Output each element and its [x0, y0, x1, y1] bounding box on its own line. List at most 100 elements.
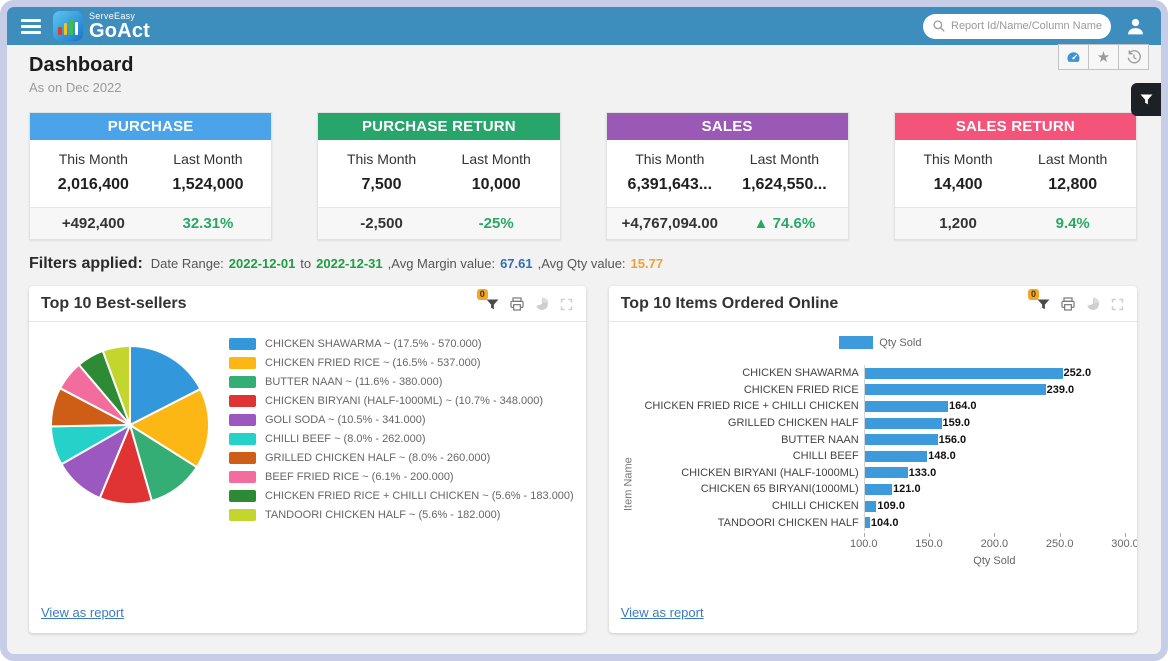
export-pdf-icon [1061, 297, 1075, 311]
kpi-card-footer: 1,200 9.4% [894, 207, 1136, 239]
kpi-card-body: This Month 2,016,400 Last Month 1,524,000 [30, 140, 271, 207]
bar-chart-y-axis-label: Item Name [622, 457, 635, 511]
legend-swatch [839, 336, 874, 349]
bar-fill[interactable] [864, 517, 870, 529]
best-sellers-pie-chart[interactable] [47, 342, 213, 508]
panel-filter-button[interactable]: 0 [1028, 288, 1051, 312]
hamburger-menu-icon[interactable] [21, 16, 41, 37]
bar-row: CHILLI CHICKEN 109.0 [636, 497, 1125, 515]
kpi-last-month-value: 12,800 [1048, 176, 1098, 193]
bar-fill[interactable] [864, 434, 938, 446]
pie-legend-item[interactable]: TANDOORI CHICKEN HALF ~ (5.6% - 182.000) [229, 509, 574, 521]
bar-chart-x-axis-label: Qty Sold [973, 554, 1016, 567]
legend-label: CHICKEN SHAWARMA ~ (17.5% - 570.000) [265, 338, 482, 350]
filter-part: 2022-12-31 [316, 256, 383, 271]
bar-category-label: CHICKEN BIRYANI (HALF-1000ML) [681, 466, 859, 479]
x-tick-label: 200.0 [980, 537, 1009, 550]
pie-legend-item[interactable]: CHILLI BEEF ~ (8.0% - 262.000) [229, 433, 574, 445]
legend-label: CHILLI BEEF ~ (8.0% - 262.000) [265, 433, 426, 445]
bar-fill[interactable] [864, 450, 928, 462]
kpi-last-month-label: Last Month [1038, 151, 1108, 167]
kpi-last-month-value: 1,524,000 [172, 176, 244, 193]
kpi-card: SALES This Month 6,391,643... Last Month 1,6… [605, 112, 849, 240]
kpi-this-month-label: This Month [346, 151, 417, 167]
pie-slice[interactable] [127, 387, 210, 469]
filter-part: 67.61 [500, 256, 533, 271]
kpi-this-month-value: 2,016,400 [57, 176, 129, 193]
pie-legend-item[interactable]: GRILLED CHICKEN HALF ~ (8.0% - 260.000) [229, 452, 574, 464]
history-icon [1127, 50, 1141, 64]
bar-value-label: 252.0 [1063, 367, 1092, 380]
bar-value-label: 121.0 [893, 483, 921, 496]
best-sellers-panel: Top 10 Best-sellers 0 [29, 286, 586, 633]
pie-legend-item[interactable]: BUTTER NAAN ~ (11.6% - 380.000) [229, 376, 574, 388]
kpi-card-footer: +492,400 32.31% [30, 207, 272, 239]
kpi-this-month-value: 7,500 [361, 176, 402, 193]
report-search-box[interactable] [923, 13, 1111, 39]
bar-category-label: GRILLED CHICKEN HALF [727, 417, 859, 430]
bar-fill[interactable] [864, 417, 942, 429]
filter-part: ,Avg Qty value: [537, 256, 626, 271]
kpi-cards: PURCHASE This Month 2,016,400 Last Month 1,5… [29, 112, 1137, 240]
kpi-delta-value: -2,500 [360, 215, 403, 232]
pie-legend-item[interactable]: BEEF FRIED RICE ~ (6.1% - 200.000) [229, 471, 574, 483]
kpi-delta-percent: 32.31% [182, 215, 234, 232]
items-ordered-title: Top 10 Items Ordered Online [620, 295, 839, 312]
bar-fill[interactable] [864, 467, 908, 479]
pie-slice[interactable] [129, 344, 202, 427]
bar-rows: CHICKEN SHAWARMA 252.0 CHICKEN FRIED RICE 2… [636, 365, 1125, 531]
brand-text: ServeEasy GoAct [89, 11, 150, 41]
bar-fill[interactable] [864, 483, 893, 495]
pie-legend-item[interactable]: CHICKEN FRIED RICE ~ (16.5% - 537.000) [229, 357, 574, 369]
panel-pie-view-button[interactable] [1085, 296, 1101, 312]
kpi-last-month-value: 1,624,550... [742, 176, 827, 193]
bar-fill[interactable] [864, 384, 1046, 396]
panel-filter-button[interactable]: 0 [476, 288, 500, 312]
kpi-last-month-column: Last Month 12,800 [1015, 151, 1130, 194]
kpi-this-month-label: This Month [635, 151, 705, 167]
pie-legend-item[interactable]: CHICKEN SHAWARMA ~ (17.5% - 570.000) [229, 338, 574, 350]
filter-part: 2022-12-01 [228, 256, 296, 271]
bar-row: CHICKEN FRIED RICE + CHILLI CHICKEN 164.0 [636, 398, 1125, 415]
bar-track: 252.0 [863, 365, 1125, 382]
view-as-report-link[interactable]: View as report [620, 605, 704, 620]
kpi-last-month-label: Last Month [173, 151, 243, 167]
bar-track: 164.0 [863, 398, 1125, 415]
app-logo: ServeEasy GoAct [53, 11, 150, 41]
panel-expand-button[interactable] [559, 297, 574, 312]
best-sellers-toolbar: 0 [476, 288, 574, 312]
panel-export-button[interactable] [509, 296, 525, 312]
search-input[interactable] [951, 20, 1102, 32]
filter-count-badge: 0 [1028, 288, 1040, 300]
filter-part: to [300, 256, 312, 271]
kpi-card-title: SALES [606, 113, 848, 140]
pie-chart-icon [1087, 297, 1100, 310]
bar-fill[interactable] [864, 367, 1063, 379]
filter-count-badge: 0 [476, 288, 488, 300]
view-as-report-link[interactable]: View as report [41, 605, 124, 620]
bar-fill[interactable] [864, 400, 948, 412]
global-filter-button[interactable] [1131, 83, 1161, 116]
bar-value-label: 148.0 [928, 450, 956, 463]
bar-track: 121.0 [863, 481, 1125, 498]
panel-expand-button[interactable] [1110, 297, 1125, 312]
panel-export-button[interactable] [1060, 296, 1076, 312]
legend-swatch [229, 357, 256, 369]
kpi-this-month-column: This Month 2,016,400 [36, 151, 151, 194]
bar-fill[interactable] [864, 500, 877, 512]
user-profile-button[interactable] [1123, 16, 1147, 37]
dashboard-view-button[interactable] [1058, 44, 1089, 70]
favorites-button[interactable]: ★ [1088, 44, 1119, 70]
items-ordered-body: Item Name Qty Sold CHICKEN SHAWARMA 252.0… [609, 322, 1137, 600]
panel-pie-view-button[interactable] [534, 296, 550, 312]
legend-label: CHICKEN FRIED RICE ~ (16.5% - 537.000) [265, 357, 481, 369]
kpi-delta-percent: -25% [478, 215, 514, 232]
page-subtitle: As on Dec 2022 [29, 80, 122, 95]
filter-part: 15.77 [630, 256, 664, 271]
pie-legend-item[interactable]: CHICKEN BIRYANI (HALF-1000ML) ~ (10.7% -… [229, 395, 574, 407]
pie-slice[interactable] [101, 344, 131, 426]
kpi-last-month-label: Last Month [749, 151, 820, 167]
pie-legend-item[interactable]: CHICKEN FRIED RICE + CHILLI CHICKEN ~ (5… [229, 490, 574, 502]
pie-legend-item[interactable]: GOLI SODA ~ (10.5% - 341.000) [229, 414, 574, 426]
history-button[interactable] [1118, 44, 1149, 70]
